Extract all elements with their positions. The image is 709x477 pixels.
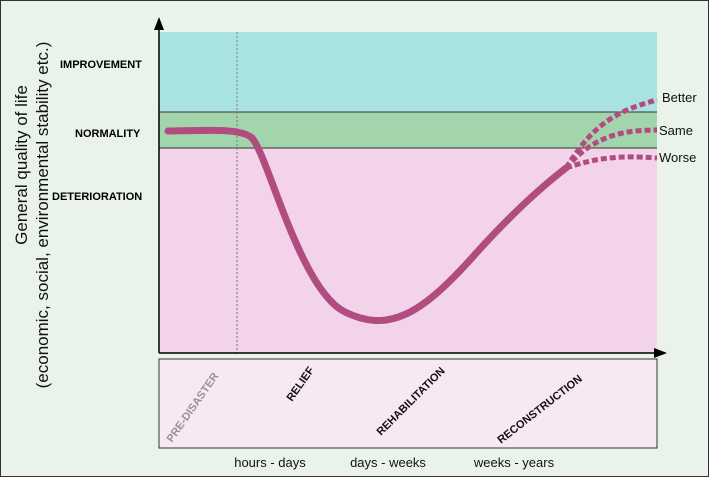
y-axis-arrow	[154, 17, 164, 30]
y-axis-label-line2: (economic, social, environmental stabili…	[33, 42, 52, 389]
zone-label-deterioration: DETERIORATION	[52, 191, 142, 203]
outcome-label-better: Better	[662, 90, 697, 105]
same-outcome-curve	[564, 127, 658, 170]
x-axis-arrow	[654, 348, 667, 358]
worse-outcome-curve	[565, 154, 658, 171]
quality-of-life-curve	[164, 126, 570, 324]
outcome-label-same: Same	[659, 123, 693, 138]
time-label-days-weeks: days - weeks	[350, 455, 426, 470]
zone-label-improvement: IMPROVEMENT	[60, 59, 142, 71]
phase-box	[158, 358, 658, 449]
time-label-hours-days: hours - days	[234, 455, 306, 470]
improvement-zone	[159, 32, 657, 112]
time-label-weeks-years: weeks - years	[473, 455, 555, 470]
y-axis-label-line1: General quality of life	[12, 85, 31, 245]
zone-label-normality: NORMALITY	[75, 128, 141, 140]
outcome-label-worse: Worse	[659, 150, 696, 165]
deterioration-zone	[159, 148, 657, 353]
